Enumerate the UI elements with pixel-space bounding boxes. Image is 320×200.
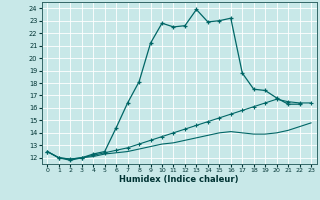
X-axis label: Humidex (Indice chaleur): Humidex (Indice chaleur)	[119, 175, 239, 184]
